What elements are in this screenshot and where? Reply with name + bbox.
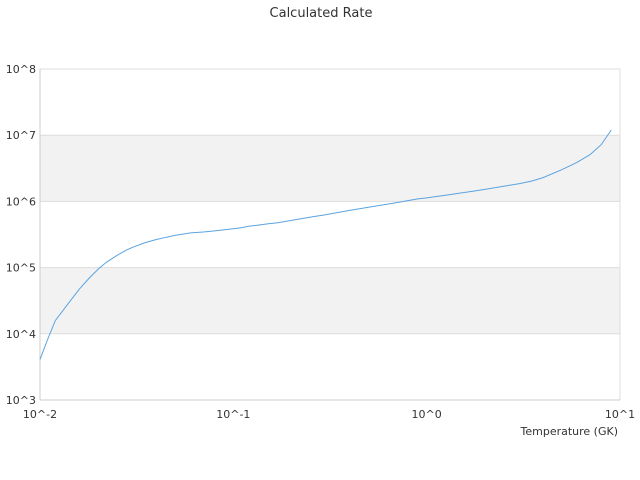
y-tick-label: 10^5 <box>6 262 36 275</box>
plot-band <box>40 267 620 334</box>
tick-labels: 10^3 10^4 10^5 10^6 10^7 10^8 10^-2 10^-1 10^0 10… <box>6 63 635 421</box>
x-tick-label: 10^0 <box>412 408 442 421</box>
y-tick-label: 10^8 <box>6 63 36 76</box>
x-axis-label: Temperature (GK) <box>520 425 619 438</box>
x-tick-label: 10^-2 <box>23 408 57 421</box>
y-tick-label: 10^7 <box>6 129 36 142</box>
series-line <box>39 129 612 360</box>
y-tick-label: 10^3 <box>6 394 36 407</box>
x-tick-label: 10^1 <box>605 408 635 421</box>
axes <box>39 69 621 401</box>
y-tick-label: 10^4 <box>6 328 36 341</box>
chart-title: Calculated Rate <box>270 6 373 21</box>
grid-lines <box>40 68 620 401</box>
y-tick-label: 10^6 <box>6 195 36 208</box>
series-group <box>39 129 612 360</box>
plot-bands <box>40 135 620 334</box>
plot-band <box>40 135 620 202</box>
x-tick-label: 10^-1 <box>216 408 250 421</box>
